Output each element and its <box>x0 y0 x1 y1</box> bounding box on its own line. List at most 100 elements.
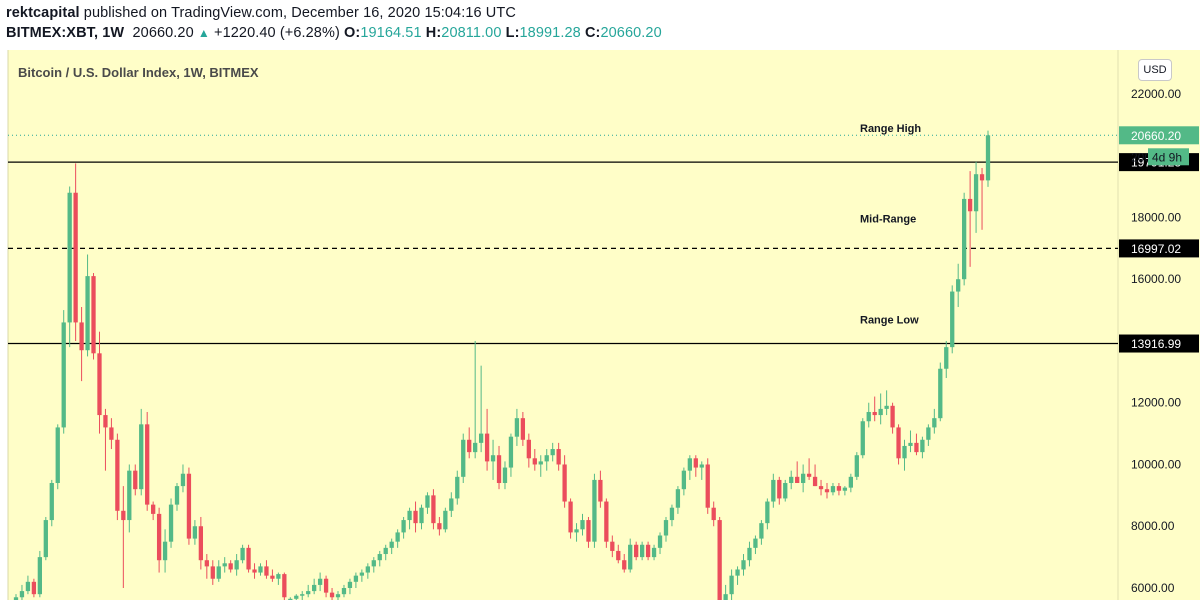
candle[interactable] <box>771 473 776 508</box>
candle[interactable] <box>335 591 341 600</box>
candle[interactable] <box>532 449 537 471</box>
price-chart[interactable]: Range High Mid-Range Range Low 22000.00 180… <box>0 50 1200 600</box>
candle[interactable] <box>359 569 365 582</box>
candle[interactable] <box>884 390 889 416</box>
candle[interactable] <box>192 520 198 545</box>
candle[interactable] <box>950 285 955 354</box>
candle[interactable] <box>61 310 66 434</box>
candle[interactable] <box>872 396 877 422</box>
candle[interactable] <box>610 535 615 558</box>
candle[interactable] <box>419 504 424 530</box>
candle[interactable] <box>341 584 347 598</box>
candle[interactable] <box>866 402 871 428</box>
candle[interactable] <box>317 572 323 592</box>
candle[interactable] <box>31 578 37 598</box>
candle[interactable] <box>723 584 728 600</box>
candle[interactable] <box>490 439 496 480</box>
candle[interactable] <box>806 458 812 480</box>
candle[interactable] <box>634 541 639 561</box>
candle[interactable] <box>252 563 257 579</box>
candle[interactable] <box>824 483 830 499</box>
candle[interactable] <box>294 594 299 600</box>
candle[interactable] <box>329 588 335 600</box>
candle[interactable] <box>151 501 156 521</box>
candle[interactable] <box>645 541 651 561</box>
candle[interactable] <box>473 340 478 459</box>
candle[interactable] <box>979 168 985 230</box>
candle[interactable] <box>622 554 627 573</box>
candle[interactable] <box>443 507 448 533</box>
candle[interactable] <box>222 557 227 573</box>
candle[interactable] <box>639 541 645 561</box>
candle[interactable] <box>747 541 752 567</box>
candle[interactable] <box>520 411 526 446</box>
candle[interactable] <box>765 498 770 530</box>
candle[interactable] <box>467 427 472 459</box>
candle[interactable] <box>836 483 842 496</box>
candle[interactable] <box>37 550 42 598</box>
candle[interactable] <box>264 560 269 579</box>
candle[interactable] <box>210 560 215 585</box>
plot-area[interactable] <box>8 50 1118 600</box>
candle[interactable] <box>902 439 907 471</box>
candle[interactable] <box>156 507 162 573</box>
candle[interactable] <box>681 467 687 496</box>
candle[interactable] <box>717 516 722 600</box>
candle[interactable] <box>180 464 186 493</box>
candle[interactable] <box>383 544 388 561</box>
candle[interactable] <box>514 408 520 446</box>
candle[interactable] <box>687 455 692 480</box>
candle[interactable] <box>377 550 382 567</box>
candle[interactable] <box>669 504 675 527</box>
candle[interactable] <box>896 424 901 465</box>
candle[interactable] <box>908 430 913 453</box>
candle[interactable] <box>777 476 782 505</box>
candle[interactable] <box>85 254 90 357</box>
candle[interactable] <box>789 470 794 490</box>
candle[interactable] <box>401 516 406 539</box>
chart-canvas[interactable]: Range High Mid-Range Range Low 22000.00 180… <box>0 50 1200 600</box>
candle[interactable] <box>580 513 585 536</box>
candle[interactable] <box>449 492 454 517</box>
author-name[interactable]: rektcapital <box>6 5 80 21</box>
candle[interactable] <box>586 516 591 548</box>
candle[interactable] <box>43 516 48 561</box>
candle[interactable] <box>496 445 502 490</box>
candle[interactable] <box>860 418 865 459</box>
candle[interactable] <box>49 479 54 527</box>
candle[interactable] <box>347 578 353 595</box>
candle[interactable] <box>711 501 716 527</box>
candle[interactable] <box>812 464 818 487</box>
candle[interactable] <box>216 560 221 582</box>
candle[interactable] <box>848 473 853 493</box>
candle[interactable] <box>115 433 120 521</box>
candle[interactable] <box>628 538 633 573</box>
candle[interactable] <box>246 544 251 573</box>
candle[interactable] <box>526 433 531 468</box>
candle[interactable] <box>795 461 800 484</box>
candle[interactable] <box>693 455 698 477</box>
candle[interactable] <box>729 569 734 600</box>
candle[interactable] <box>741 554 746 576</box>
candle[interactable] <box>574 523 579 542</box>
candle[interactable] <box>478 365 484 453</box>
candle[interactable] <box>437 516 442 536</box>
currency-button[interactable]: USD <box>1138 59 1172 81</box>
candle[interactable] <box>413 501 418 533</box>
candle[interactable] <box>425 492 430 514</box>
candle[interactable] <box>956 263 961 307</box>
candle[interactable] <box>162 529 168 573</box>
candle[interactable] <box>306 584 311 598</box>
candle[interactable] <box>73 163 78 341</box>
candle[interactable] <box>228 560 233 573</box>
candle[interactable] <box>312 578 317 595</box>
candle[interactable] <box>854 452 859 480</box>
candle[interactable] <box>830 483 836 496</box>
candle[interactable] <box>19 584 25 600</box>
candle[interactable] <box>842 486 848 496</box>
candle[interactable] <box>938 362 943 422</box>
candle[interactable] <box>985 130 991 187</box>
candle[interactable] <box>502 461 508 490</box>
candle[interactable] <box>538 455 543 477</box>
candle[interactable] <box>79 306 84 382</box>
